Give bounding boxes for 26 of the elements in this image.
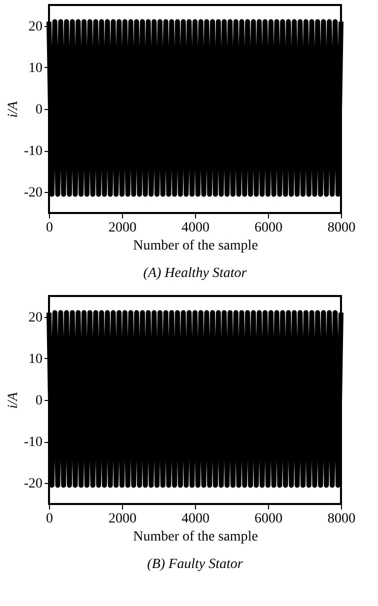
x-axis-title: Number of the sample bbox=[133, 530, 258, 544]
text: (B) Faulty Stator bbox=[147, 557, 244, 572]
x-tick-label: 4000 bbox=[182, 512, 210, 526]
y-tick-label: 10 bbox=[28, 352, 42, 367]
y-tick-label: 10 bbox=[28, 60, 42, 76]
y-tick-label: -10 bbox=[24, 144, 42, 160]
x-axis-title: Number of the sample bbox=[133, 238, 258, 254]
x-tick-label: 8000 bbox=[328, 220, 356, 236]
x-tick-label: 2000 bbox=[108, 512, 136, 526]
y-tick-label: 20 bbox=[28, 310, 42, 326]
text: (A) Healthy Stator bbox=[143, 266, 248, 281]
x-tick-label: 8000 bbox=[328, 512, 356, 526]
x-tick-label: 0 bbox=[46, 512, 53, 526]
x-tick-label: 4000 bbox=[182, 220, 210, 236]
y-tick-label: 0 bbox=[36, 102, 42, 118]
x-tick-label: 2000 bbox=[108, 220, 136, 236]
y-tick-label: -20 bbox=[24, 476, 42, 492]
x-tick-label: 6000 bbox=[254, 220, 282, 236]
y-tick-label: -10 bbox=[24, 435, 42, 450]
y-tick-label: -20 bbox=[24, 186, 42, 201]
x-tick-label: 0 bbox=[46, 220, 53, 236]
y-tick-label: 0 bbox=[36, 394, 42, 408]
x-tick-label: 6000 bbox=[254, 512, 282, 526]
y-axis-title: i/A bbox=[6, 392, 21, 409]
y-axis-title: i/A bbox=[6, 100, 21, 118]
y-tick-label: 20 bbox=[28, 19, 42, 34]
